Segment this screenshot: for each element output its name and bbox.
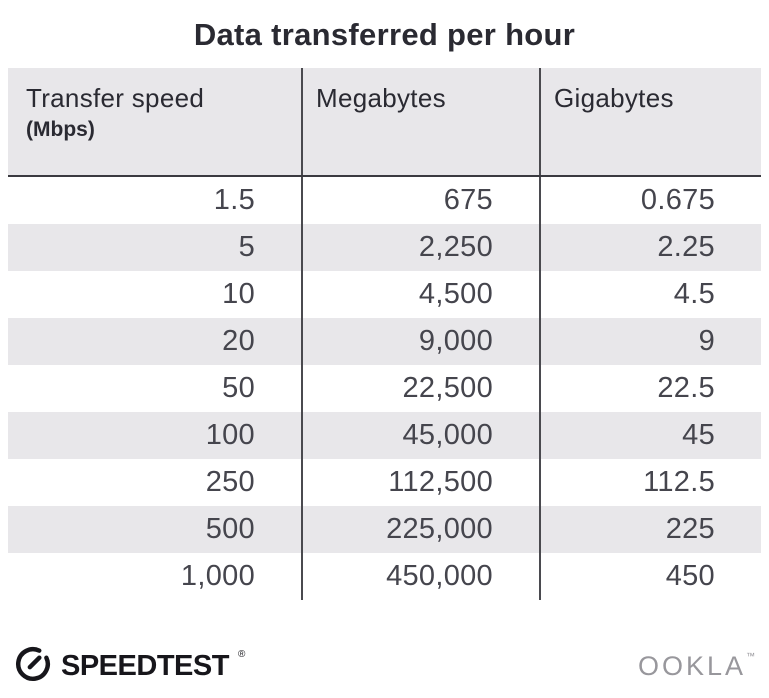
table-cell: 675 [302,176,541,224]
table-cell: 22,500 [302,365,541,412]
table-row: 250 112,500 112.5 [8,459,761,506]
header-label: Megabytes [316,83,446,113]
table-cell: 9,000 [302,318,541,365]
table-cell: 225 [665,513,715,545]
ookla-logo: OOKLA™ [638,651,755,682]
header-label: Gigabytes [554,83,674,113]
table-cell: 0.675 [640,184,715,216]
table-row: 20 9,000 9 [8,318,761,365]
table-row: 1,000 450,000 450 [8,553,761,600]
table-cell: 22.5 [657,372,715,404]
table-cell: 500 [8,506,303,553]
table-cell: 450,000 [302,553,541,600]
table-cell: 450 [665,560,715,592]
table-row: 500 225,000 225 [8,506,761,553]
header-label: Transfer speed [26,83,205,113]
table-cell: 112.5 [643,466,715,498]
header-sublabel: (Mbps) [26,118,95,141]
page-title: Data transferred per hour [193,17,576,52]
table-cell: 4,500 [302,271,541,318]
speedtest-wordmark: SPEEDTEST [61,650,229,682]
header-megabytes: Megabytes [302,68,541,177]
registered-mark: ® [237,649,246,660]
table-cell: 2.25 [657,231,715,263]
table-cell: 100 [8,412,303,459]
table-row: 100 45,000 45 [8,412,761,459]
table-cell: 45 [682,419,715,451]
table-row: 10 4,500 4.5 [8,271,761,318]
header-gigabytes: Gigabytes [540,68,761,177]
footer: SPEEDTEST ® OOKLA™ [14,645,755,688]
table-cell: 250 [8,459,303,506]
table-header: Transfer speed (Mbps) Megabytes Gigabyte… [8,68,761,177]
table-cell: 5 [8,224,303,271]
table-cell: 1,000 [8,553,303,600]
header-transfer-speed: Transfer speed (Mbps) [8,68,303,177]
table-cell: 225,000 [302,506,541,553]
speedtest-logo: SPEEDTEST ® [14,645,245,688]
table-cell: 20 [8,318,303,365]
table-row: 5 2,250 2.25 [8,224,761,271]
table-cell: 50 [8,365,303,412]
table-cell: 4.5 [673,278,715,310]
ookla-wordmark: OOKLA [637,651,746,681]
table-cell: 112,500 [302,459,541,506]
trademark-mark: ™ [746,651,755,661]
table-body: 1.5 675 0.675 5 2,250 2.25 10 4,500 4.5 20 9,000 9 5… [8,176,761,600]
table-cell: 1.5 [8,176,303,224]
table-row: 1.5 675 0.675 [8,176,761,224]
data-table: Transfer speed (Mbps) Megabytes Gigabyte… [8,68,761,600]
speedtest-gauge-icon [14,645,52,688]
table-row: 50 22,500 22.5 [8,365,761,412]
header-row: Transfer speed (Mbps) Megabytes Gigabyte… [8,68,761,177]
table-cell: 45,000 [302,412,541,459]
table-cell: 9 [698,325,715,357]
table-cell: 2,250 [302,224,541,271]
table-cell: 10 [8,271,303,318]
